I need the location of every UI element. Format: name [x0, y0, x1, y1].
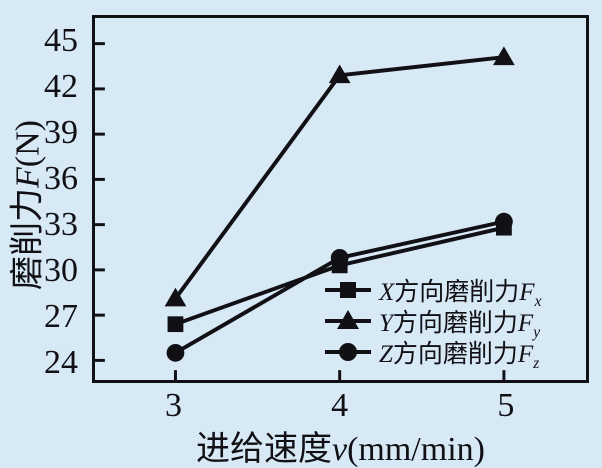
x-axis-symbol: v: [332, 431, 348, 468]
y-tick-label: 27: [44, 298, 78, 336]
circle-data-marker: [330, 248, 349, 267]
legend-label-fx: X方向磨削力Fx: [379, 278, 542, 310]
y-tick-label: 42: [44, 68, 78, 106]
y-tick-label: 24: [44, 344, 78, 382]
x-axis-label-text: 进给速度: [196, 431, 332, 468]
triangle-marker-icon: [325, 309, 371, 329]
y-tick-label: 36: [44, 160, 78, 198]
x-tick-label: 4: [331, 387, 349, 424]
y-tick-label: 33: [44, 206, 78, 244]
x-axis-unit: (mm/min): [347, 431, 485, 468]
legend-item-fy: Y方向磨削力Fy: [325, 305, 541, 341]
legend-triangle-glyph: [337, 309, 359, 329]
circle-data-marker: [166, 343, 185, 362]
triangle-data-marker: [164, 287, 187, 307]
triangle-data-marker: [493, 46, 515, 66]
y-tick-label: 39: [44, 114, 78, 152]
legend: X方向磨削力Fx Y方向磨削力Fy Z方向磨削力Fz: [325, 274, 542, 372]
x-tick-label: 5: [497, 387, 515, 424]
legend-label-fz: Z方向磨削力Fz: [379, 340, 540, 372]
square-data-marker: [167, 316, 184, 333]
triangle-data-marker: [328, 64, 351, 84]
legend-circle-glyph: [339, 342, 357, 361]
legend-label-fy: Y方向磨削力Fy: [379, 309, 541, 341]
circle-data-marker: [495, 212, 513, 231]
y-tick-label: 30: [44, 252, 78, 290]
chart-canvas: [95, 42, 515, 380]
legend-square-glyph: [340, 281, 356, 298]
legend-item-fz: Z方向磨削力Fz: [325, 336, 541, 372]
circle-marker-icon: [325, 342, 371, 361]
square-marker-icon: [325, 281, 371, 298]
x-tick-label: 3: [164, 387, 182, 424]
legend-item-fx: X方向磨削力Fx: [325, 274, 542, 310]
plot-area: X方向磨削力Fx Y方向磨削力Fy Z方向磨削力Fz: [92, 15, 589, 383]
x-axis-label: 进给速度v(mm/min): [92, 421, 589, 468]
y-tick-label: 45: [44, 22, 78, 60]
